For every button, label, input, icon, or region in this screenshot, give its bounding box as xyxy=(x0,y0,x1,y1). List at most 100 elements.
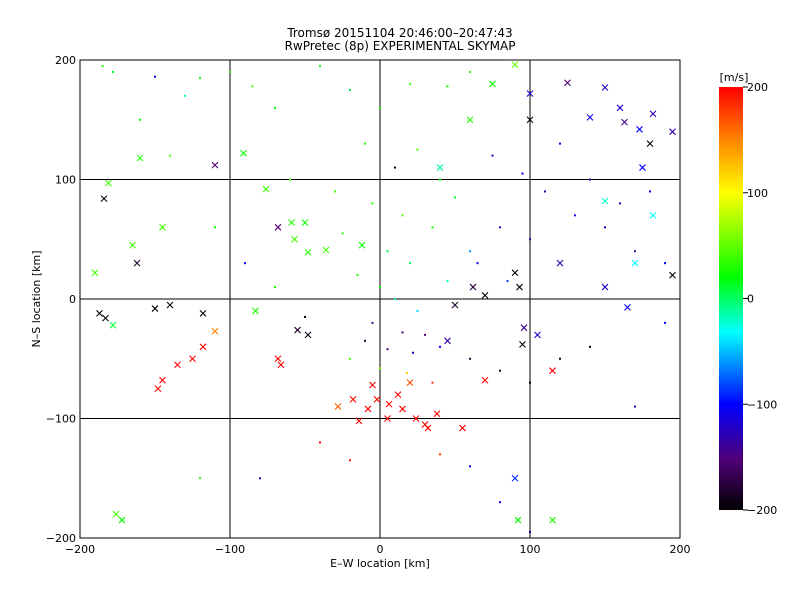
x-axis-label: E–W location [km] xyxy=(330,557,430,570)
data-point-dot xyxy=(304,315,306,318)
data-point-dot xyxy=(214,226,216,229)
data-point-x xyxy=(526,116,534,124)
y-tick-label: 0 xyxy=(69,293,76,306)
data-point-dot xyxy=(334,190,336,193)
data-point-dot xyxy=(469,70,471,73)
data-point-x xyxy=(102,314,109,322)
y-tick-label: 100 xyxy=(55,174,76,187)
data-point-dot xyxy=(349,88,351,91)
data-point-x xyxy=(516,283,523,291)
data-point-dot xyxy=(349,459,351,462)
data-point-x xyxy=(514,516,522,524)
data-point-x xyxy=(199,309,207,317)
data-point-dot xyxy=(184,94,186,97)
data-point-dot xyxy=(439,345,441,348)
data-point-x xyxy=(118,516,126,524)
data-point-x xyxy=(277,361,285,369)
data-point-x xyxy=(433,410,441,418)
data-point-x xyxy=(586,113,594,121)
data-point-dot xyxy=(169,154,171,157)
data-point-x xyxy=(159,376,166,384)
data-point-x xyxy=(154,385,162,393)
data-point-dot xyxy=(634,250,636,253)
data-point-dot xyxy=(319,64,321,67)
data-point-dot xyxy=(199,76,201,79)
data-point-dot xyxy=(101,64,104,67)
data-point-x xyxy=(564,79,571,87)
data-point-x xyxy=(334,403,342,410)
data-point-x xyxy=(669,128,676,136)
data-point-dot xyxy=(386,250,389,253)
data-point-x xyxy=(631,259,639,267)
data-point-x xyxy=(133,259,141,267)
data-point-x xyxy=(649,110,657,118)
data-point-x xyxy=(601,197,609,205)
colorbar-tick-label: 0 xyxy=(747,293,754,306)
data-point-x xyxy=(534,331,541,339)
data-point-dot xyxy=(112,70,114,73)
data-point-x xyxy=(136,154,144,162)
data-point-dot xyxy=(589,345,591,348)
colorbar-tick-label: −100 xyxy=(747,398,777,411)
data-point-dot xyxy=(469,250,471,253)
data-point-x xyxy=(394,391,402,398)
data-point-x xyxy=(274,355,282,363)
data-point-dot xyxy=(559,142,561,145)
data-point-x xyxy=(274,223,282,231)
x-tick-label: 100 xyxy=(520,543,541,556)
data-point-dot xyxy=(364,142,366,145)
data-point-x xyxy=(174,361,181,369)
data-point-x xyxy=(466,116,474,124)
data-point-x xyxy=(199,343,207,351)
data-point-dot xyxy=(386,348,389,351)
data-point-dot xyxy=(446,280,449,283)
data-point-x xyxy=(412,415,420,422)
data-point-x xyxy=(616,104,624,112)
data-point-x xyxy=(624,303,631,311)
data-point-x xyxy=(399,405,406,413)
data-point-x xyxy=(166,301,174,309)
data-point-x xyxy=(526,90,534,97)
colorbar xyxy=(719,87,743,510)
data-point-dot xyxy=(356,274,359,277)
data-point-x xyxy=(109,321,117,329)
data-points xyxy=(91,61,676,534)
data-point-dot xyxy=(349,357,351,360)
data-point-dot xyxy=(559,357,561,360)
data-point-dot xyxy=(199,477,201,480)
data-point-dot xyxy=(289,178,291,181)
data-point-dot xyxy=(244,262,246,265)
data-point-x xyxy=(556,259,564,267)
data-point-x xyxy=(511,269,519,277)
data-point-x xyxy=(294,326,301,334)
data-point-x xyxy=(406,379,414,387)
data-point-x xyxy=(636,125,643,133)
chart-subtitle: RwPretec (8p) EXPERIMENTAL SKYMAP xyxy=(284,39,516,53)
data-point-x xyxy=(291,235,298,243)
data-point-x xyxy=(520,324,528,332)
data-point-dot xyxy=(424,333,426,336)
data-point-dot xyxy=(229,70,231,73)
y-tick-label: −200 xyxy=(46,532,76,545)
data-point-x xyxy=(301,219,309,226)
data-point-dot xyxy=(379,286,381,289)
data-point-x xyxy=(481,376,489,384)
data-point-x xyxy=(549,516,556,524)
data-point-x xyxy=(355,417,363,425)
data-point-x xyxy=(649,211,657,219)
data-point-x xyxy=(96,309,103,317)
data-point-x xyxy=(240,149,247,157)
colorbar-ticks: −200 −100 0 100 200 xyxy=(743,81,777,517)
x-tick-label: −200 xyxy=(65,543,95,556)
data-point-x xyxy=(364,405,372,413)
data-point-dot xyxy=(649,190,651,193)
data-point-x xyxy=(639,164,646,171)
data-point-dot xyxy=(341,232,344,235)
colorbar-tick-label: 200 xyxy=(747,81,768,94)
data-point-dot xyxy=(499,501,501,504)
data-point-dot xyxy=(439,178,441,181)
data-point-dot xyxy=(431,226,434,229)
data-point-dot xyxy=(154,75,156,78)
data-point-x xyxy=(511,474,519,482)
